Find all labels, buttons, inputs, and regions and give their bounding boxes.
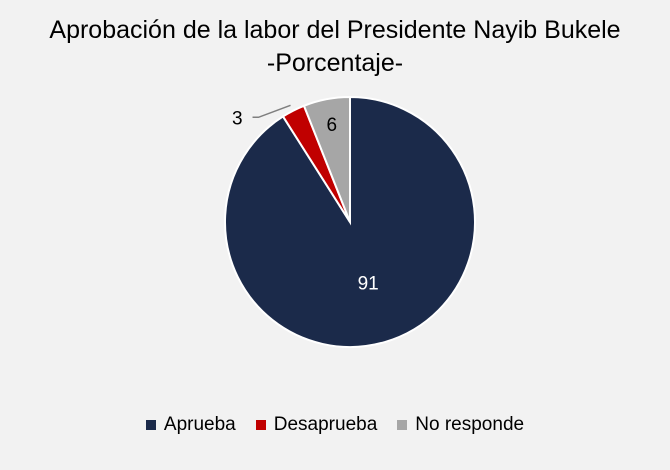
legend-swatch — [255, 420, 266, 430]
chart-legend: Aprueba Desaprueba No responde — [0, 414, 670, 436]
legend-item-desaprueba: Desaprueba — [255, 414, 378, 436]
pie-slice-no-responde — [302, 95, 351, 223]
data-label-aprueba: 91 — [358, 273, 379, 294]
legend-swatch — [145, 420, 156, 430]
chart-title-main: Aprobación de la labor del Presidente Na… — [49, 16, 621, 44]
legend-label: Aprueba — [163, 414, 236, 435]
legend-swatch — [397, 420, 408, 430]
chart-title: Aprobación de la labor del Presidente Na… — [0, 14, 670, 80]
legend-item-no-responde: No responde — [397, 414, 524, 436]
legend-item-aprueba: Aprueba — [145, 414, 236, 436]
leader-line-desaprueba — [252, 104, 291, 119]
data-label-no-responde: 6 — [326, 115, 337, 136]
data-label-desaprueba: 3 — [232, 108, 243, 129]
chart-subtitle: -Porcentaje- — [266, 49, 404, 77]
legend-label: Desaprueba — [273, 414, 378, 435]
legend-label: No responde — [415, 414, 525, 435]
